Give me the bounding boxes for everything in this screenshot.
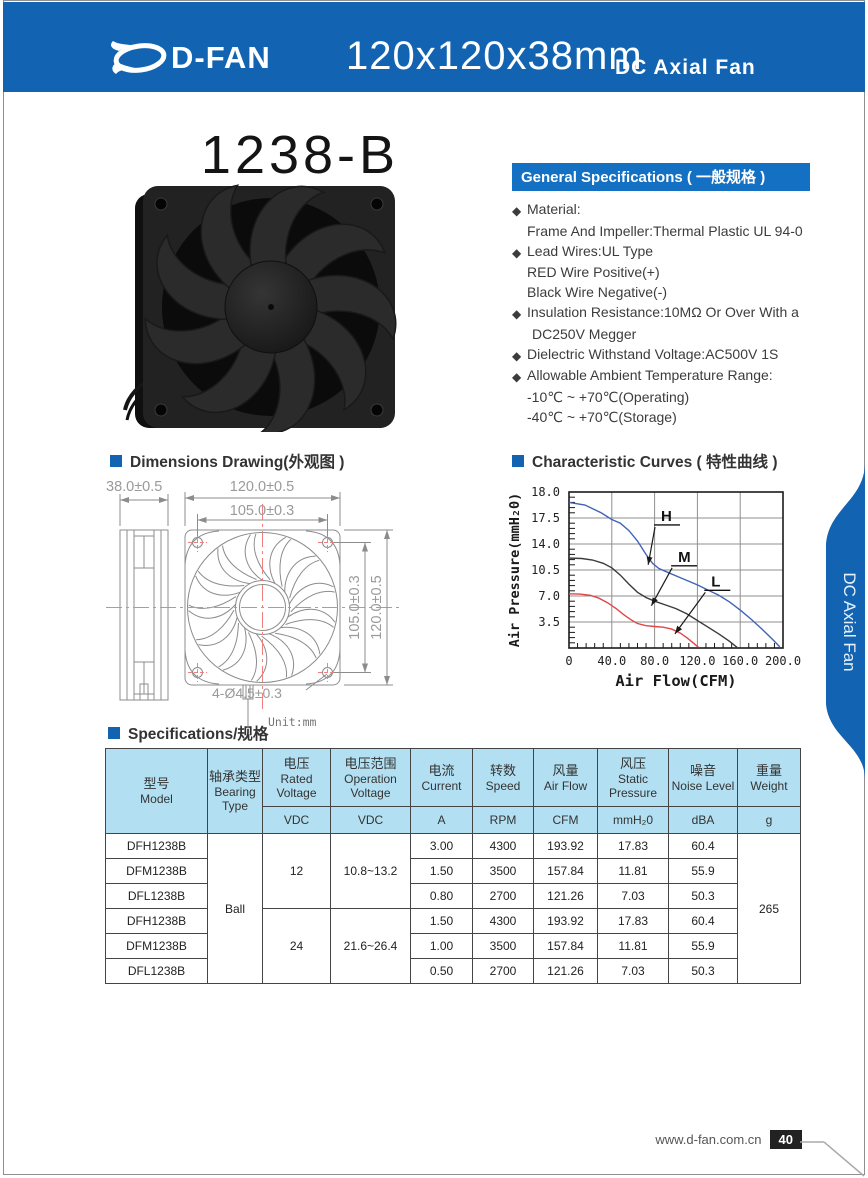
dim-height-label: 120.0±0.5 (369, 575, 385, 639)
spec-line: RED Wire Positive(+) (527, 264, 660, 281)
specifications-table: 型号 Model 轴承类型 Bearing Type 电压 Rated Voltage… (105, 748, 801, 984)
table-row: DFH1238B Ball 12 10.8~13.2 3.00 4300 193… (105, 833, 801, 984)
diamond-bullet-icon: ◆ (512, 306, 522, 321)
unit-g: g (737, 806, 801, 834)
spec-line: ◆ Allowable Ambient Temperature Range: (512, 366, 810, 388)
dim-holes-label: 4-Ø4.5±0.3 (212, 685, 282, 701)
table-row: DFL1238B 0.50 2700 121.26 7.03 50.3 (105, 958, 801, 984)
diamond-bullet-icon: ◆ (512, 348, 522, 363)
diamond-bullet-icon: ◆ (512, 204, 522, 218)
footer-website: www.d-fan.com.cn (655, 1132, 762, 1147)
page-number-badge: 40 (769, 1130, 802, 1149)
blue-square-bullet-icon (110, 455, 122, 467)
product-size-title: 120x120x38mm (346, 34, 643, 78)
banner-subtitle: DC Axial Fan (615, 56, 756, 79)
svg-text:14.0: 14.0 (531, 537, 560, 551)
general-specifications-panel: General Specifications ( 一般规格 ) ◆ Materia… (512, 163, 810, 428)
footer: www.d-fan.com.cn 40 (655, 1130, 802, 1149)
svg-text:7.0: 7.0 (538, 589, 560, 603)
weight-cell: 265 (737, 833, 801, 984)
col-header-operation-voltage: 电压范围 Operation Voltage (330, 748, 411, 807)
spec-line: ◆ Insulation Resistance:10MΩ Or Over With… (512, 303, 810, 325)
col-header-current: 电流 Current (410, 748, 473, 807)
dim-depth-label: 38.0±0.5 (106, 479, 162, 495)
col-header-airflow: 风量 Air Flow (533, 748, 598, 807)
svg-text:Air Pressure(mmH₂0): Air Pressure(mmH₂0) (507, 493, 523, 647)
section-title-dimensions: Dimensions Drawing(外观图 ) (110, 450, 344, 472)
brand-logo: D-FAN (109, 35, 271, 81)
svg-text:120.0: 120.0 (679, 654, 715, 668)
unit-mmh2o: mmH₂0 (597, 806, 669, 834)
table-header-row: 型号 Model 轴承类型 Bearing Type 电压 Rated Voltage… (105, 748, 801, 834)
unit-rpm: RPM (472, 806, 534, 834)
rated-voltage-24: 24 (262, 908, 331, 984)
dim-width-label: 120.0±0.5 (230, 479, 294, 495)
svg-text:10.5: 10.5 (531, 563, 560, 577)
svg-text:3.5: 3.5 (538, 615, 560, 629)
top-banner: D-FAN 120x120x38mm DC Axial Fan (3, 2, 865, 92)
characteristic-curves-chart: 18.0 17.5 14.0 10.5 7.0 3.5 0 40.0 80.0 120.0 160.… (507, 485, 801, 690)
svg-text:200.0: 200.0 (765, 654, 801, 668)
svg-text:160.0: 160.0 (722, 654, 758, 668)
spec-line: DC250V Megger (532, 325, 637, 342)
side-tab-label: DC Axial Fan (840, 572, 859, 671)
dim-hole-pitch-side-label: 105.0±0.3 (347, 575, 363, 639)
voltage-range-24: 21.6~26.4 (330, 908, 411, 984)
col-header-weight: 重量 Weight (737, 748, 801, 807)
general-specifications-header: General Specifications ( 一般规格 ) (512, 163, 810, 191)
spec-line: Black Wire Negative(-) (527, 284, 668, 301)
svg-text:Air Flow(CFM): Air Flow(CFM) (615, 672, 736, 690)
svg-text:80.0: 80.0 (640, 654, 669, 668)
svg-text:17.5: 17.5 (531, 511, 560, 525)
blue-square-bullet-icon (108, 727, 120, 739)
table-row: DFM1238B 1.00 3500 157.84 11.81 55.9 (105, 933, 801, 959)
general-specifications-list: ◆ Material: Frame And Impeller:Thermal Pl… (512, 200, 810, 428)
dimensions-drawing: 38.0±0.5 120.0±0.5 105.0±0.3 105.0±0.3 1… (106, 479, 402, 729)
unit-vdc: VDC (262, 806, 331, 834)
table-unit-row: VDC VDC A RPM CFM mmH₂0 dBA g (106, 806, 801, 834)
col-header-static-pressure: 风压 Static Pressure (597, 748, 669, 807)
unit-cfm: CFM (533, 806, 598, 834)
product-model-title: 1238-B (200, 125, 400, 185)
spec-line: ◆ Material: (512, 200, 810, 222)
table-row: DFM1238B 1.50 3500 157.84 11.81 55.9 (105, 858, 801, 884)
unit-vdc: VDC (330, 806, 411, 834)
svg-text:H: H (661, 508, 672, 525)
spec-line: ◆ Lead Wires:UL Type (512, 242, 810, 264)
spec-line: ◆ Dielectric Withstand Voltage:AC500V 1S (512, 345, 810, 367)
svg-text:0: 0 (565, 654, 572, 668)
fan-swirl-logo-icon (111, 41, 167, 74)
fan-product-photo (123, 184, 397, 432)
footer-corner-line (800, 1141, 865, 1177)
spec-line: -40℃ ~ +70℃(Storage) (527, 408, 677, 425)
svg-text:40.0: 40.0 (597, 654, 626, 668)
section-title-curves: Characteristic Curves ( 特性曲线 ) (512, 450, 778, 472)
rated-voltage-12: 12 (262, 833, 331, 909)
section-title-specifications: Specifications/规格 (108, 722, 268, 744)
svg-text:L: L (711, 573, 720, 590)
diamond-bullet-icon: ◆ (512, 245, 522, 260)
spec-line: Frame And Impeller:Thermal Plastic UL 94… (527, 222, 803, 239)
voltage-range-12: 10.8~13.2 (330, 833, 411, 909)
col-header-noise: 噪音 Noise Level (668, 748, 738, 807)
bearing-cell: Ball (207, 833, 263, 984)
drawing-unit-label: Unit:mm (268, 715, 317, 729)
svg-text:18.0: 18.0 (531, 485, 560, 499)
col-header-model: 型号 Model (105, 748, 208, 834)
diamond-bullet-icon: ◆ (512, 370, 522, 385)
unit-a: A (410, 806, 473, 834)
col-header-bearing: 轴承类型 Bearing Type (207, 748, 263, 834)
col-header-rated-voltage: 电压 Rated Voltage (262, 748, 331, 807)
spec-line: -10℃ ~ +70℃(Operating) (527, 389, 690, 406)
side-tab: DC Axial Fan (826, 462, 865, 780)
svg-text:M: M (678, 549, 691, 566)
unit-dba: dBA (668, 806, 738, 834)
dim-hole-pitch-top-label: 105.0±0.3 (230, 503, 294, 519)
blue-square-bullet-icon (512, 455, 524, 467)
brand-name: D-FAN (171, 40, 271, 75)
col-header-speed: 转数 Speed (472, 748, 534, 807)
